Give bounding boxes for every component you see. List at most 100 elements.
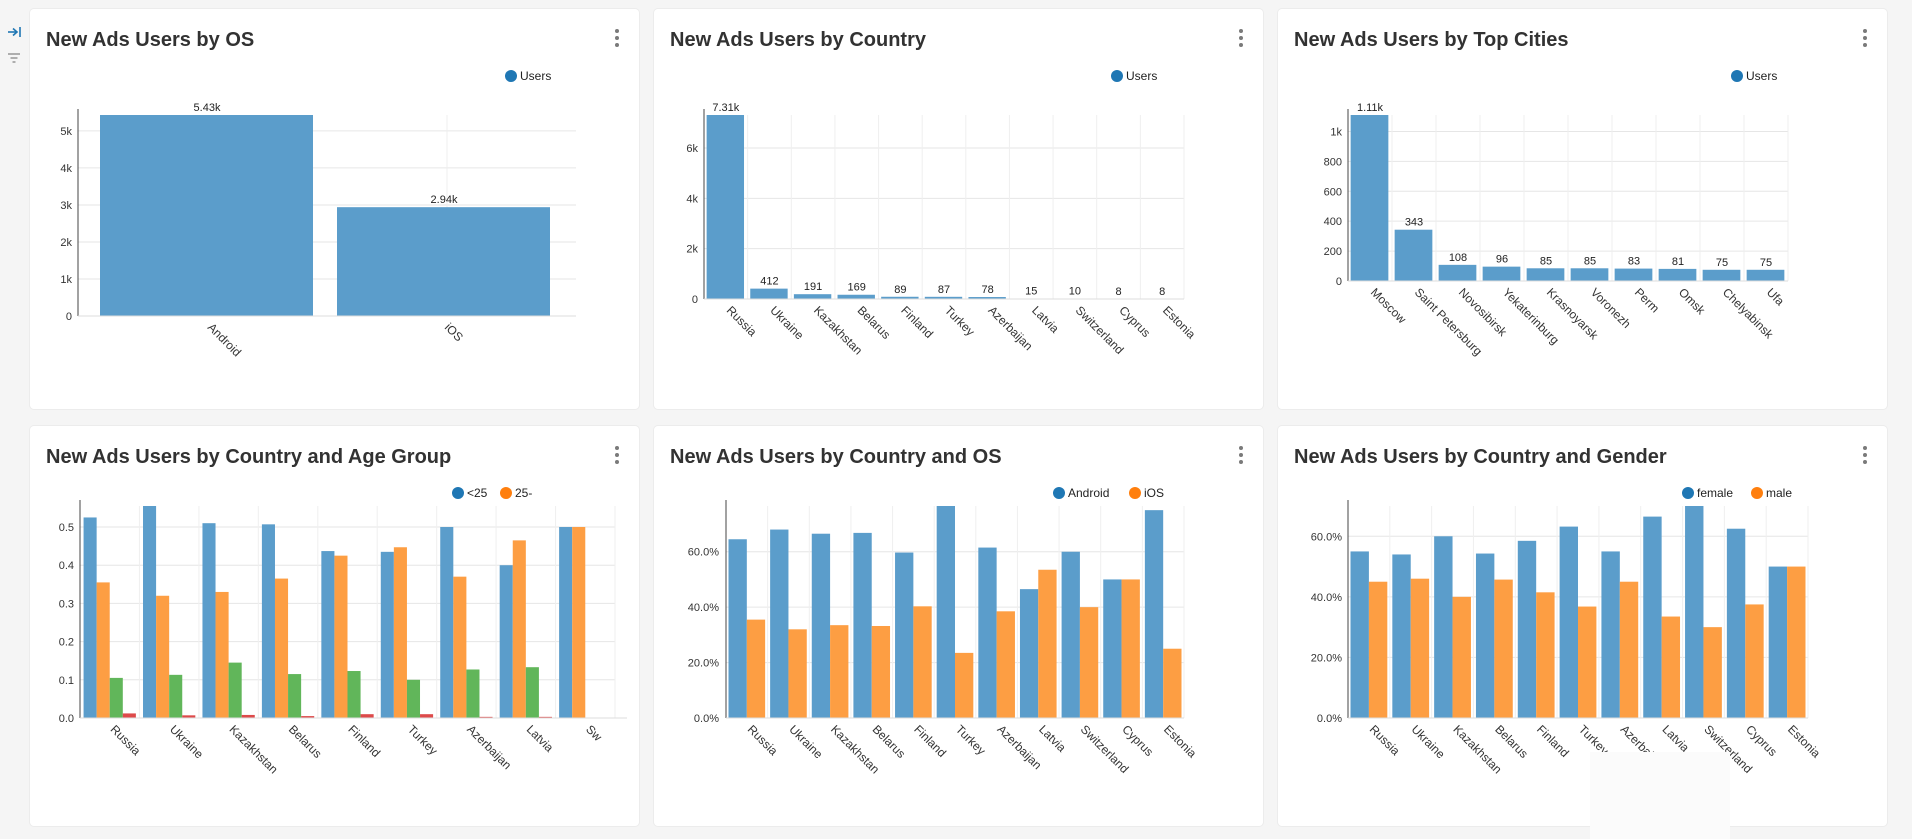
bar[interactable] xyxy=(1392,554,1411,718)
more-options-icon[interactable] xyxy=(611,444,623,466)
bar[interactable] xyxy=(169,674,183,718)
legend-marker[interactable] xyxy=(1053,487,1065,499)
bar[interactable] xyxy=(1475,553,1495,718)
bar[interactable] xyxy=(871,625,891,718)
bar[interactable] xyxy=(1019,589,1039,718)
bar[interactable] xyxy=(1061,551,1080,718)
bar[interactable] xyxy=(1494,579,1513,718)
legend-marker[interactable] xyxy=(1731,70,1743,82)
bar[interactable] xyxy=(1536,592,1555,718)
bar[interactable] xyxy=(301,716,315,718)
bar[interactable] xyxy=(793,294,832,299)
bar[interactable] xyxy=(466,669,480,718)
bar[interactable] xyxy=(440,527,454,718)
bar[interactable] xyxy=(1661,616,1681,718)
bar[interactable] xyxy=(393,547,407,718)
bar[interactable] xyxy=(1768,566,1788,718)
bar[interactable] xyxy=(215,591,229,718)
legend-label[interactable]: female xyxy=(1697,486,1733,500)
legend-marker[interactable] xyxy=(505,70,517,82)
bar[interactable] xyxy=(706,115,745,299)
bar[interactable] xyxy=(1350,115,1389,281)
bar[interactable] xyxy=(1434,536,1453,718)
bar[interactable] xyxy=(1368,581,1388,718)
bar[interactable] xyxy=(1452,596,1471,718)
bar[interactable] xyxy=(109,677,123,718)
bar[interactable] xyxy=(955,652,974,718)
bar[interactable] xyxy=(746,619,766,718)
bar[interactable] xyxy=(525,667,539,718)
bar[interactable] xyxy=(1614,268,1653,281)
bar[interactable] xyxy=(360,714,374,718)
bar[interactable] xyxy=(512,540,526,718)
bar[interactable] xyxy=(895,552,914,718)
legend-label[interactable]: <25 xyxy=(467,486,488,500)
more-options-icon[interactable] xyxy=(1859,444,1871,466)
legend-label[interactable]: Users xyxy=(520,69,551,83)
bar[interactable] xyxy=(968,297,1006,299)
bar[interactable] xyxy=(728,539,747,718)
legend-marker[interactable] xyxy=(1129,487,1141,499)
bar[interactable] xyxy=(811,533,831,718)
bar[interactable] xyxy=(83,517,97,718)
legend-marker[interactable] xyxy=(500,487,512,499)
bar[interactable] xyxy=(479,716,493,718)
bar[interactable] xyxy=(1526,268,1565,281)
bar[interactable] xyxy=(1570,268,1609,281)
more-options-icon[interactable] xyxy=(611,27,623,49)
bar[interactable] xyxy=(770,529,789,718)
bar[interactable] xyxy=(321,551,335,718)
more-options-icon[interactable] xyxy=(1235,27,1247,49)
legend-label[interactable]: male xyxy=(1766,486,1792,500)
bar[interactable] xyxy=(143,506,157,718)
bar[interactable] xyxy=(334,555,348,718)
bar[interactable] xyxy=(156,595,170,718)
bar[interactable] xyxy=(1578,606,1597,718)
legend-marker[interactable] xyxy=(1682,487,1694,499)
legend-label[interactable]: Users xyxy=(1746,69,1777,83)
bar[interactable] xyxy=(274,578,289,718)
bar[interactable] xyxy=(228,662,242,718)
bar[interactable] xyxy=(380,551,394,718)
bar[interactable] xyxy=(420,714,434,718)
bar[interactable] xyxy=(288,674,302,718)
bar[interactable] xyxy=(1350,551,1369,718)
bar[interactable] xyxy=(1601,551,1620,718)
bar[interactable] xyxy=(1144,510,1164,718)
bar[interactable] xyxy=(1517,540,1537,718)
bar[interactable] xyxy=(1121,579,1140,718)
bar[interactable] xyxy=(1482,266,1521,281)
bar[interactable] xyxy=(1103,579,1122,718)
bar[interactable] xyxy=(1619,581,1639,718)
bar[interactable] xyxy=(1685,506,1704,718)
bar[interactable] xyxy=(1745,604,1764,718)
bar[interactable] xyxy=(837,294,875,299)
bar[interactable] xyxy=(1658,268,1697,281)
bar[interactable] xyxy=(347,671,361,718)
bar[interactable] xyxy=(978,547,997,718)
bar[interactable] xyxy=(122,713,136,718)
more-options-icon[interactable] xyxy=(1859,27,1871,49)
bar[interactable] xyxy=(1163,648,1182,718)
bar[interactable] xyxy=(1410,578,1430,718)
bar[interactable] xyxy=(1438,264,1477,281)
bar[interactable] xyxy=(788,629,807,718)
bar[interactable] xyxy=(1703,627,1722,718)
more-options-icon[interactable] xyxy=(1235,444,1247,466)
legend-label[interactable]: Users xyxy=(1126,69,1157,83)
bar[interactable] xyxy=(1394,229,1433,281)
bar[interactable] xyxy=(913,606,932,718)
legend-marker[interactable] xyxy=(452,487,464,499)
bar[interactable] xyxy=(261,524,275,718)
bar[interactable] xyxy=(881,296,919,299)
bar[interactable] xyxy=(750,288,788,299)
bar[interactable] xyxy=(337,207,550,316)
bar[interactable] xyxy=(1702,269,1741,281)
bar[interactable] xyxy=(538,716,552,718)
bar[interactable] xyxy=(1643,516,1662,718)
bar[interactable] xyxy=(406,679,421,718)
bar[interactable] xyxy=(453,576,467,718)
bar[interactable] xyxy=(924,296,963,299)
bar[interactable] xyxy=(1038,569,1057,718)
bar[interactable] xyxy=(572,527,586,718)
